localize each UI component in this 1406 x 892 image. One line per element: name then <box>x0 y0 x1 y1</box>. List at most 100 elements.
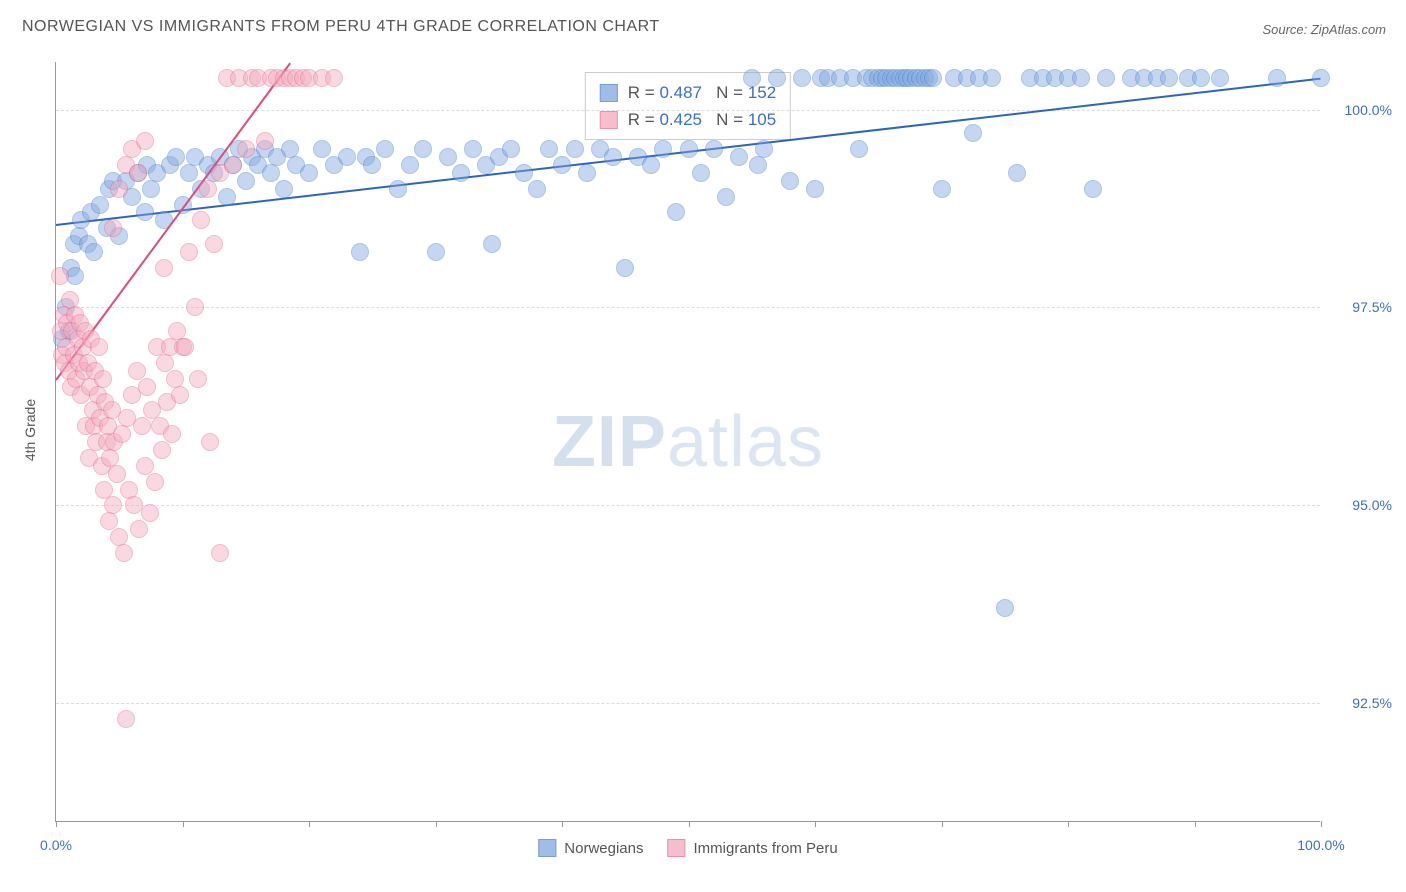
y-tick-label: 100.0% <box>1345 102 1392 118</box>
data-point <box>439 148 457 166</box>
data-point <box>237 172 255 190</box>
data-point <box>205 235 223 253</box>
legend-swatch <box>538 839 556 857</box>
data-point <box>1211 69 1229 87</box>
x-tick <box>1321 821 1322 827</box>
data-point <box>129 164 147 182</box>
data-point <box>924 69 942 87</box>
legend-item: Norwegians <box>538 839 643 857</box>
data-point <box>130 520 148 538</box>
data-point <box>237 140 255 158</box>
x-tick <box>815 821 816 827</box>
data-point <box>964 124 982 142</box>
data-point <box>680 140 698 158</box>
x-tick <box>562 821 563 827</box>
data-point <box>414 140 432 158</box>
data-point <box>141 504 159 522</box>
data-point <box>376 140 394 158</box>
x-tick <box>309 821 310 827</box>
data-point <box>313 140 331 158</box>
data-point <box>180 243 198 261</box>
data-point <box>186 298 204 316</box>
data-point <box>167 148 185 166</box>
gridline <box>56 703 1320 704</box>
y-tick-label: 92.5% <box>1352 695 1392 711</box>
watermark: ZIPatlas <box>552 401 824 483</box>
data-point <box>199 180 217 198</box>
data-point <box>85 243 103 261</box>
data-point <box>667 203 685 221</box>
data-point <box>401 156 419 174</box>
data-point <box>104 496 122 514</box>
data-point <box>1192 69 1210 87</box>
data-point <box>115 544 133 562</box>
x-tick-label: 100.0% <box>1297 837 1344 853</box>
data-point <box>528 180 546 198</box>
x-tick <box>689 821 690 827</box>
x-tick <box>942 821 943 827</box>
legend-label: Norwegians <box>564 840 643 857</box>
data-point <box>553 156 571 174</box>
y-tick-label: 95.0% <box>1352 497 1392 513</box>
data-point <box>743 69 761 87</box>
data-point <box>94 370 112 388</box>
data-point <box>616 259 634 277</box>
data-point <box>192 211 210 229</box>
y-axis-label: 4th Grade <box>22 399 38 461</box>
source-attribution: Source: ZipAtlas.com <box>1262 22 1386 37</box>
data-point <box>300 164 318 182</box>
data-point <box>211 544 229 562</box>
data-point <box>850 140 868 158</box>
data-point <box>642 156 660 174</box>
data-point <box>138 378 156 396</box>
data-point <box>201 433 219 451</box>
data-point <box>224 156 242 174</box>
data-point <box>51 267 69 285</box>
data-point <box>351 243 369 261</box>
data-point <box>113 425 131 443</box>
data-point <box>464 140 482 158</box>
stats-swatch <box>600 111 618 129</box>
x-tick <box>1068 821 1069 827</box>
data-point <box>100 512 118 530</box>
data-point <box>540 140 558 158</box>
data-point <box>768 69 786 87</box>
data-point <box>705 140 723 158</box>
data-point <box>153 441 171 459</box>
data-point <box>515 164 533 182</box>
data-point <box>262 164 280 182</box>
legend-swatch <box>668 839 686 857</box>
data-point <box>171 386 189 404</box>
data-point <box>218 188 236 206</box>
data-point <box>654 140 672 158</box>
data-point <box>566 140 584 158</box>
data-point <box>91 196 109 214</box>
data-point <box>142 180 160 198</box>
gridline <box>56 505 1320 506</box>
data-point <box>155 259 173 277</box>
data-point <box>275 180 293 198</box>
data-point <box>1097 69 1115 87</box>
data-point <box>502 140 520 158</box>
data-point <box>325 69 343 87</box>
data-point <box>692 164 710 182</box>
data-point <box>1008 164 1026 182</box>
data-point <box>363 156 381 174</box>
data-point <box>578 164 596 182</box>
data-point <box>146 473 164 491</box>
data-point <box>427 243 445 261</box>
data-point <box>483 235 501 253</box>
data-point <box>781 172 799 190</box>
x-tick <box>436 821 437 827</box>
data-point <box>117 710 135 728</box>
data-point <box>180 164 198 182</box>
x-tick <box>1195 821 1196 827</box>
data-point <box>90 338 108 356</box>
stats-swatch <box>600 84 618 102</box>
x-tick-label: 0.0% <box>40 837 72 853</box>
data-point <box>110 180 128 198</box>
data-point <box>189 370 207 388</box>
stats-box: R = 0.487 N = 152R = 0.425 N = 105 <box>585 72 791 140</box>
data-point <box>136 203 154 221</box>
data-point <box>604 148 622 166</box>
